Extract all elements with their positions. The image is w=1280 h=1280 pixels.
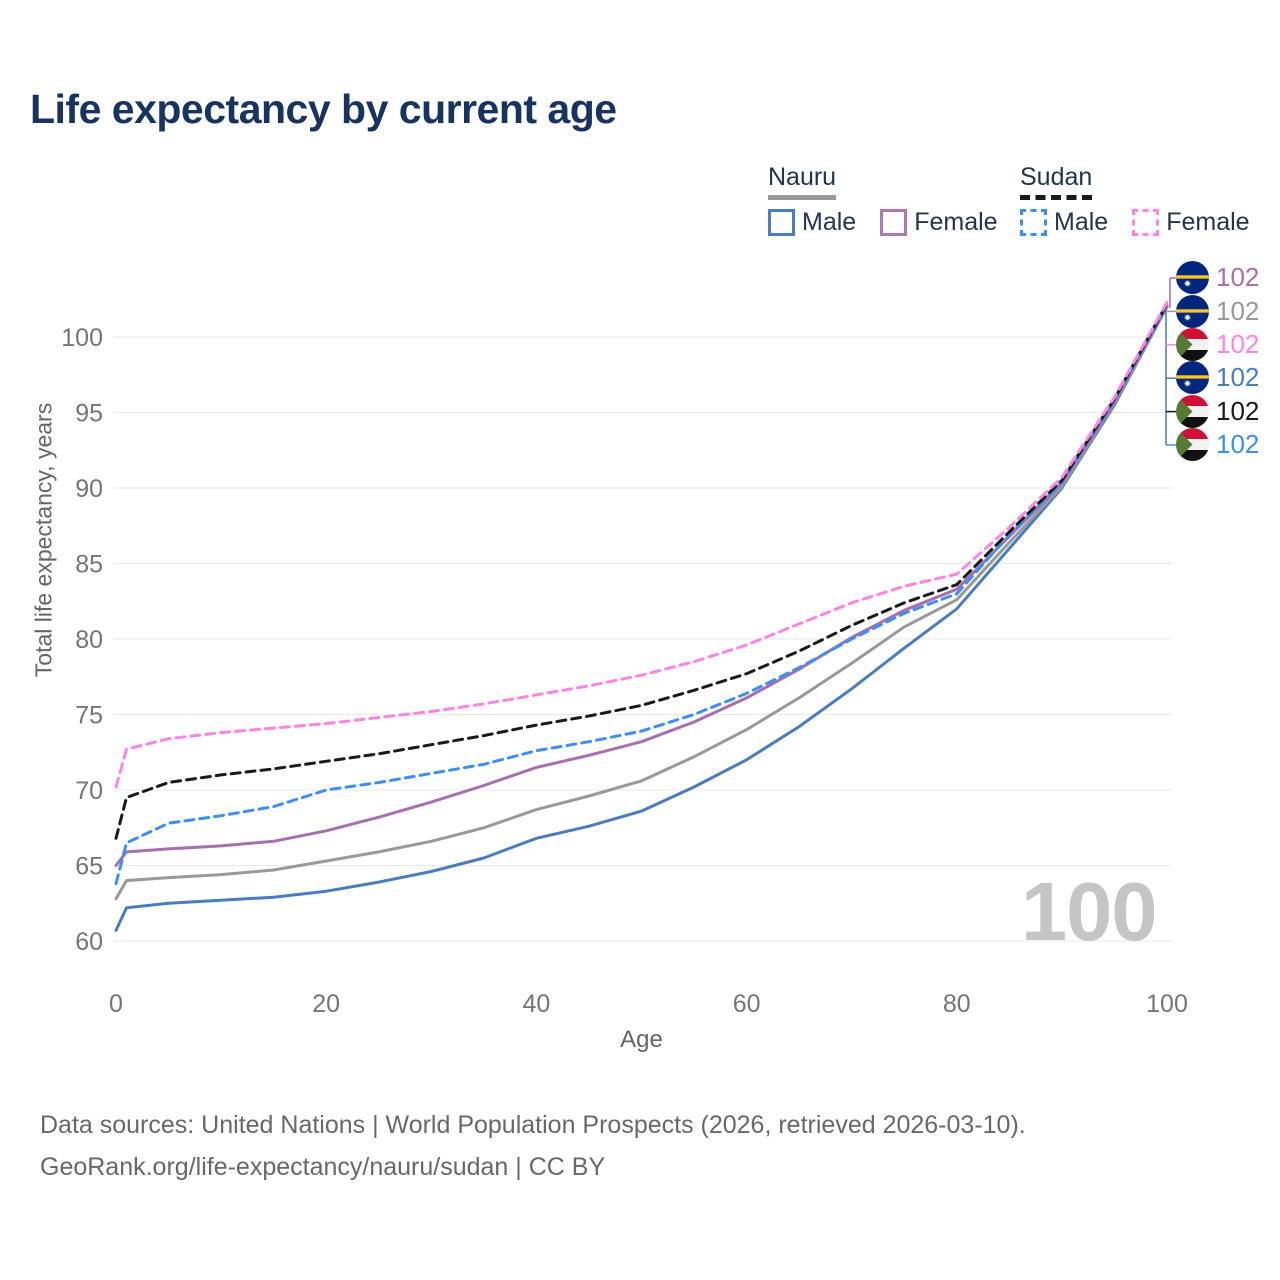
series-end-value: 102 bbox=[1216, 328, 1260, 359]
y-tick-label: 90 bbox=[75, 475, 103, 503]
x-tick-label: 40 bbox=[522, 990, 550, 1018]
sudan-flag-icon bbox=[1176, 394, 1209, 428]
y-tick-label: 60 bbox=[75, 928, 103, 956]
series-line-sudan-male bbox=[114, 303, 1169, 886]
legend-item-label: Male bbox=[802, 208, 857, 236]
legend-group-nauru: Nauru Male Female bbox=[768, 163, 1022, 237]
series-line-nauru-male bbox=[114, 305, 1169, 932]
nauru-male-swatch bbox=[768, 209, 795, 236]
y-tick-label: 75 bbox=[75, 702, 103, 730]
series-end-value: 102 bbox=[1216, 395, 1260, 426]
series-line-nauru-total bbox=[114, 305, 1169, 901]
x-tick-label: 20 bbox=[312, 990, 340, 1018]
attribution-line: GeoRank.org/life-expectancy/nauru/sudan … bbox=[40, 1153, 606, 1181]
y-tick-label: 65 bbox=[75, 853, 103, 881]
legend-item-nauru-male[interactable]: Male bbox=[768, 208, 856, 237]
x-tick-label: 80 bbox=[943, 990, 971, 1018]
legend-item-sudan-male[interactable]: Male bbox=[1020, 208, 1108, 237]
nauru-flag-icon bbox=[1176, 361, 1209, 395]
data-sources-line: Data sources: United Nations | World Pop… bbox=[40, 1111, 1026, 1139]
series-end-label-nauru-total: 102 bbox=[1176, 294, 1260, 328]
legend-item-sudan-female[interactable]: Female bbox=[1132, 208, 1250, 237]
hovered-age-watermark: 100 bbox=[1021, 865, 1157, 958]
legend-items-sudan: Male Female bbox=[1020, 208, 1274, 237]
series-end-label-nauru-male: 102 bbox=[1176, 361, 1260, 395]
page-title: Life expectancy by current age bbox=[30, 86, 617, 132]
legend-item-nauru-female[interactable]: Female bbox=[880, 208, 998, 237]
nauru-flag-icon bbox=[1176, 294, 1209, 328]
x-tick-label: 0 bbox=[109, 990, 123, 1018]
x-tick-label: 60 bbox=[733, 990, 761, 1018]
series-end-value: 102 bbox=[1216, 295, 1260, 326]
sudan-male-swatch bbox=[1020, 209, 1047, 236]
nauru-female-swatch bbox=[880, 209, 908, 236]
series-line-sudan-total bbox=[114, 302, 1169, 840]
legend-country-nauru[interactable]: Nauru bbox=[768, 163, 837, 200]
y-tick-label: 80 bbox=[75, 626, 103, 654]
series-end-value: 102 bbox=[1216, 429, 1260, 460]
y-tick-label: 85 bbox=[75, 551, 103, 579]
footer: Data sources: United Nations | World Pop… bbox=[40, 1104, 1026, 1188]
sudan-flag-icon bbox=[1176, 327, 1209, 361]
series-line-nauru-female bbox=[114, 303, 1169, 867]
y-tick-label: 95 bbox=[75, 400, 103, 428]
y-tick-label: 100 bbox=[61, 324, 103, 352]
series-end-labels: 102 102 102 102 102 102 bbox=[1176, 261, 1260, 462]
series-end-value: 102 bbox=[1216, 362, 1260, 393]
series-end-label-sudan-total: 102 bbox=[1176, 394, 1260, 428]
x-axis-title: Age bbox=[620, 1026, 663, 1053]
legend-country-sudan[interactable]: Sudan bbox=[1020, 163, 1093, 200]
sudan-female-swatch bbox=[1132, 209, 1160, 236]
nauru-flag-icon bbox=[1176, 261, 1209, 295]
legend-items-nauru: Male Female bbox=[768, 208, 1022, 237]
sudan-flag-icon bbox=[1176, 428, 1209, 462]
series-line-sudan-female bbox=[114, 300, 1169, 789]
series-end-label-nauru-female: 102 bbox=[1176, 261, 1260, 295]
y-axis-title: Total life expectancy, years bbox=[30, 402, 57, 678]
legend-item-label: Female bbox=[914, 208, 998, 236]
legend-item-label: Male bbox=[1054, 208, 1109, 236]
legend-group-sudan: Sudan Male Female bbox=[1020, 163, 1274, 237]
series-end-label-sudan-male: 102 bbox=[1176, 428, 1260, 462]
chart-legend: Nauru Male Female Sudan Male bbox=[0, 163, 1280, 253]
legend-item-label: Female bbox=[1166, 208, 1250, 236]
series-end-value: 102 bbox=[1216, 262, 1260, 293]
y-tick-label: 70 bbox=[75, 777, 103, 805]
series-end-label-sudan-female: 102 bbox=[1176, 327, 1260, 361]
x-tick-label: 100 bbox=[1146, 990, 1188, 1018]
